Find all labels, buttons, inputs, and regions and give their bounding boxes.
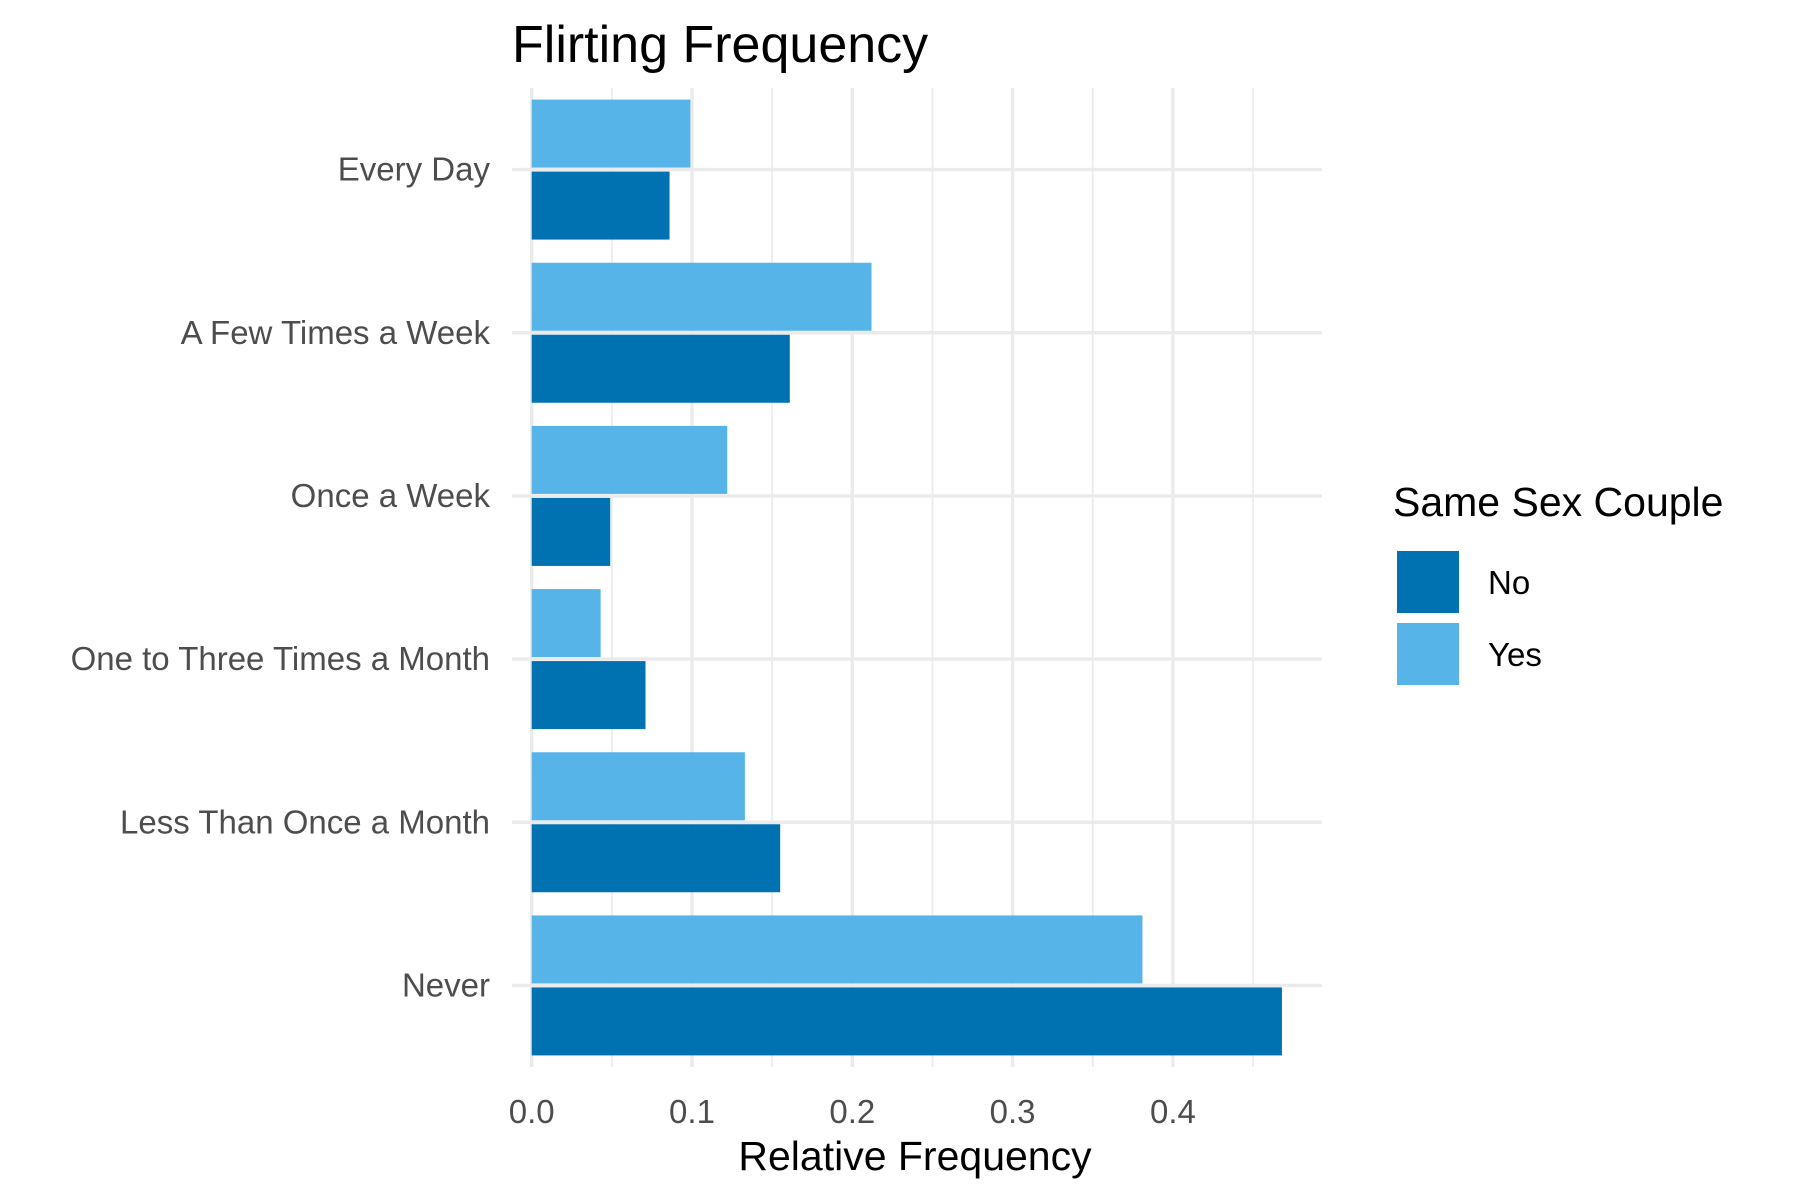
legend: Same Sex Couple No Yes	[1393, 479, 1723, 685]
x-tick-label: 0.2	[829, 1093, 875, 1130]
legend-key-yes	[1397, 623, 1459, 685]
x-tick-label: 0.4	[1150, 1093, 1196, 1130]
x-tick-label: 0.3	[990, 1093, 1036, 1130]
bar-yes-2	[531, 589, 601, 658]
bar-yes-3	[531, 425, 728, 494]
y-tick-label: Never	[402, 966, 490, 1003]
x-tick-label: 0.1	[669, 1093, 715, 1130]
bar-no-4	[531, 334, 790, 403]
x-axis-tick-labels: 0.0 0.1 0.2 0.3 0.4	[509, 1093, 1196, 1130]
legend-title: Same Sex Couple	[1393, 479, 1723, 525]
y-tick-label: One to Three Times a Month	[71, 640, 490, 677]
bar-no-1	[531, 824, 781, 893]
bar-yes-0	[531, 915, 1143, 984]
bar-no-3	[531, 497, 611, 566]
bar-yes-5	[531, 99, 691, 168]
bar-no-5	[531, 171, 670, 240]
y-axis-tick-labels: Never Less Than Once a Month One to Three …	[71, 151, 491, 1004]
y-tick-label: Every Day	[338, 151, 491, 188]
legend-label-no: No	[1488, 564, 1530, 601]
legend-label-yes: Yes	[1488, 636, 1542, 673]
bar-no-2	[531, 661, 646, 730]
y-tick-label: Less Than Once a Month	[120, 803, 490, 840]
x-tick-label: 0.0	[509, 1093, 555, 1130]
legend-key-no	[1397, 551, 1459, 613]
y-tick-label: A Few Times a Week	[181, 314, 491, 351]
bar-yes-1	[531, 752, 745, 821]
bar-yes-4	[531, 262, 872, 331]
chart-title: Flirting Frequency	[512, 16, 928, 74]
x-axis-title: Relative Frequency	[738, 1133, 1092, 1179]
bar-no-0	[531, 987, 1282, 1056]
y-tick-label: Once a Week	[291, 477, 491, 514]
bars	[531, 99, 1282, 1056]
grid	[512, 88, 1322, 1067]
